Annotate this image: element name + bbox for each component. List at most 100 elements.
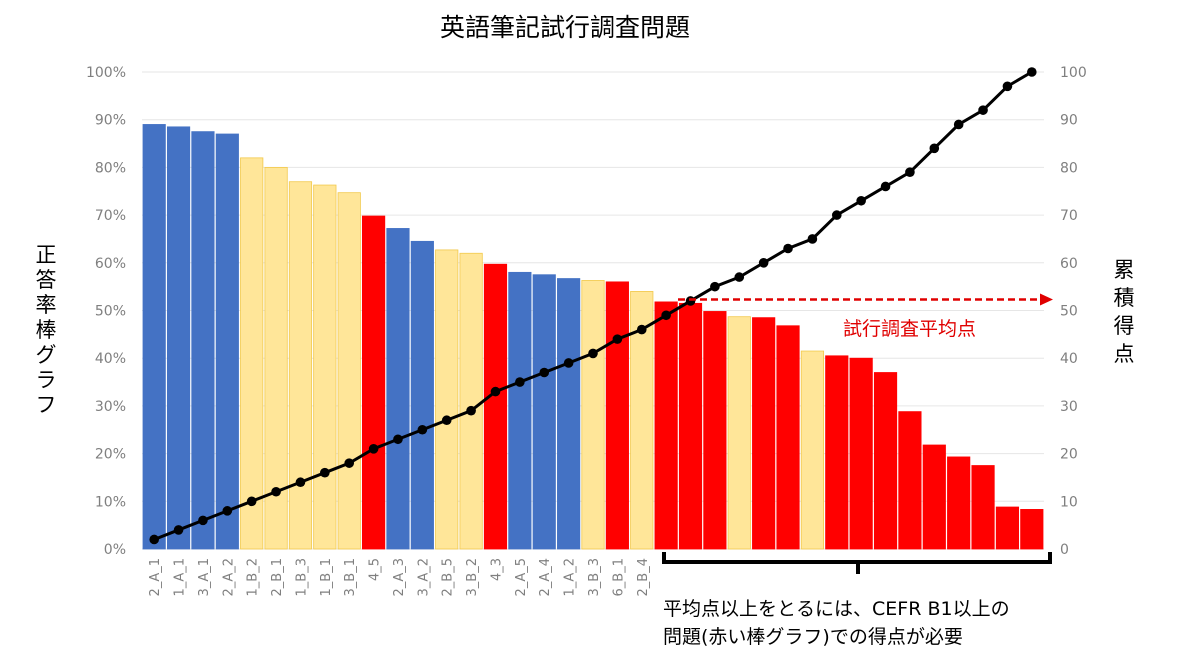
left-axis-label-char: 正 (36, 243, 57, 267)
line-point (564, 358, 574, 368)
line-point (369, 444, 379, 454)
x-tick-label: 3_B_1 (343, 558, 358, 596)
line-point (954, 120, 964, 130)
x-tick-label: 3_B_2 (465, 558, 480, 596)
line-point (929, 144, 939, 154)
x-tick-label: 1_A_1 (173, 558, 188, 596)
line-point (296, 477, 306, 487)
left-axis-label-char: 棒 (36, 318, 57, 342)
chart-title: 英語筆記試行調査問題 (440, 13, 690, 42)
x-tick-label: 1_B_1 (319, 558, 334, 596)
left-tick-label: 100% (86, 65, 126, 81)
bar (655, 302, 677, 549)
left-axis-label-char: フ (36, 393, 57, 417)
right-tick-label: 0 (1060, 542, 1069, 558)
left-tick-label: 70% (95, 208, 126, 224)
bar (826, 356, 848, 549)
x-axis-ticks: 2_A_11_A_13_A_12_A_21_B_22_B_11_B_31_B_1… (148, 558, 651, 596)
bar (167, 127, 189, 549)
x-tick-label: 3_A_2 (416, 558, 431, 596)
right-axis-ticks: 0102030405060708090100 (1060, 65, 1087, 558)
line-point (223, 506, 233, 516)
bar (557, 279, 579, 549)
x-tick-label: 1_B_3 (294, 558, 309, 596)
x-tick-label: 2_A_2 (221, 558, 236, 596)
bar (850, 358, 872, 549)
left-axis-label-char: 率 (36, 293, 57, 317)
right-tick-label: 90 (1060, 113, 1078, 129)
left-tick-label: 90% (95, 113, 126, 129)
left-axis-ticks: 0%10%20%30%40%50%60%70%80%90%100% (86, 65, 126, 558)
average-label: 試行調査平均点 (843, 318, 976, 340)
right-tick-label: 40 (1060, 351, 1078, 367)
line-point (539, 368, 549, 378)
line-point (149, 535, 159, 545)
note-line-1: 平均点以上をとるには、CEFR B1以上の (663, 598, 1010, 620)
bar (387, 228, 409, 549)
right-tick-label: 30 (1060, 399, 1078, 415)
line-point (881, 182, 891, 192)
line-point (174, 525, 184, 535)
bar (704, 311, 726, 549)
line-point (344, 458, 354, 468)
bar (606, 282, 628, 549)
left-axis-label-char: 答 (36, 268, 57, 292)
bar (143, 124, 165, 549)
bar (874, 373, 896, 549)
right-axis-label-char: 得 (1114, 314, 1135, 338)
right-tick-label: 80 (1060, 160, 1078, 176)
bar (533, 275, 555, 549)
line-point (783, 244, 793, 254)
line-point (710, 282, 720, 292)
line-point (491, 387, 501, 397)
left-tick-label: 30% (95, 399, 126, 415)
left-tick-label: 80% (95, 160, 126, 176)
x-tick-label: 2_A_1 (148, 558, 163, 596)
right-axis-label-char: 点 (1114, 342, 1135, 366)
left-tick-label: 40% (95, 351, 126, 367)
bar (777, 326, 799, 549)
bar (947, 457, 969, 549)
line-point (320, 468, 330, 478)
bar (679, 303, 701, 549)
bar (216, 134, 238, 549)
average-arrow-head (1040, 293, 1053, 305)
line-point (393, 434, 403, 444)
line-point (515, 377, 525, 387)
right-tick-label: 100 (1060, 65, 1087, 81)
line-point (271, 487, 281, 497)
line-point (832, 210, 842, 220)
line-point (661, 310, 671, 320)
right-tick-label: 20 (1060, 447, 1078, 463)
bar (436, 250, 458, 549)
bar (509, 272, 531, 549)
line-point (613, 334, 623, 344)
right-tick-label: 70 (1060, 208, 1078, 224)
line-point (1003, 82, 1013, 92)
right-axis-label-char: 積 (1114, 286, 1135, 310)
line-point (1027, 67, 1037, 77)
bar (752, 318, 774, 549)
line-point (808, 234, 818, 244)
line-point (588, 349, 598, 359)
line-point (856, 196, 866, 206)
line-point (686, 296, 696, 306)
red-bar-bracket (664, 552, 1050, 574)
left-axis-label: 正答率棒グラフ (36, 243, 57, 417)
bar (460, 253, 482, 549)
left-tick-label: 10% (95, 494, 126, 510)
line-point (466, 406, 476, 416)
right-tick-label: 50 (1060, 304, 1078, 320)
bar (1021, 509, 1043, 549)
x-tick-label: 1_B_2 (246, 558, 261, 596)
x-tick-label: 3_B_3 (587, 558, 602, 596)
bar (728, 317, 750, 549)
bar (192, 132, 214, 549)
bracket-line (664, 552, 1050, 562)
left-tick-label: 50% (95, 304, 126, 320)
right-axis-label: 累積得点 (1114, 258, 1135, 366)
line-point (442, 415, 452, 425)
bar (996, 507, 1018, 549)
x-tick-label: 4_5 (368, 558, 383, 581)
bar (338, 193, 360, 549)
